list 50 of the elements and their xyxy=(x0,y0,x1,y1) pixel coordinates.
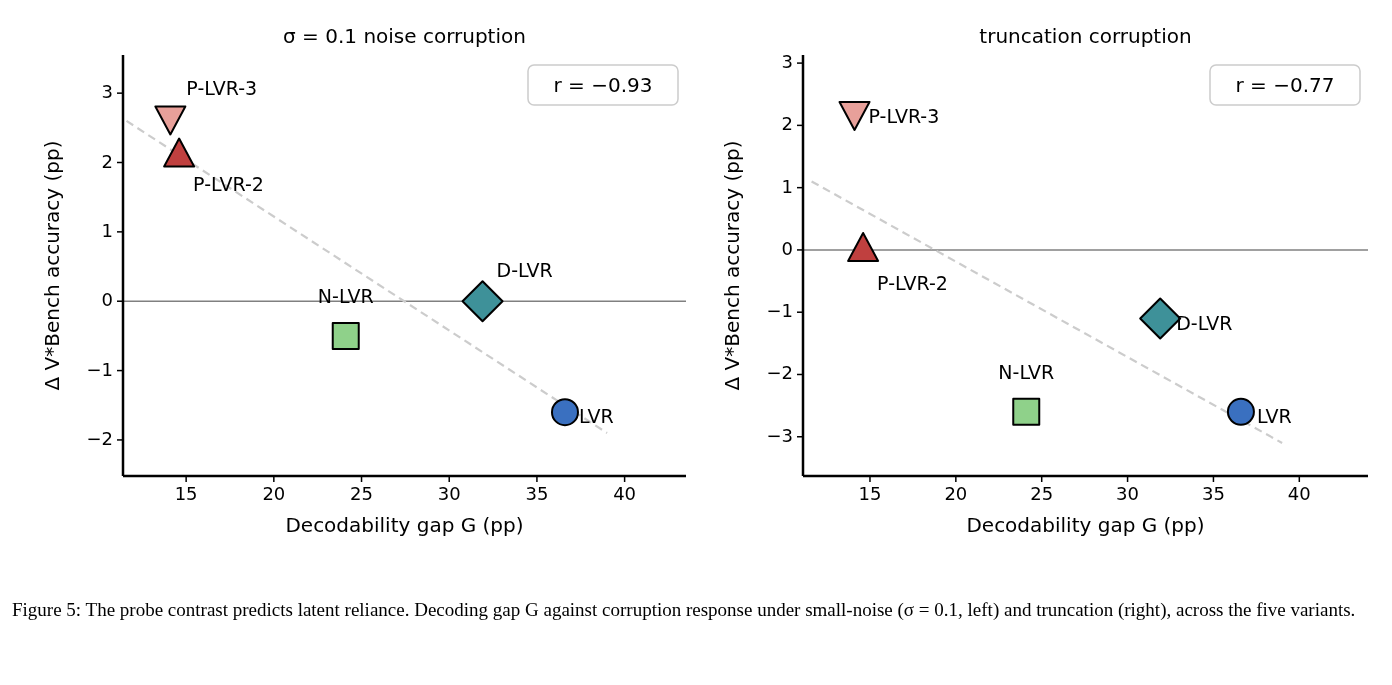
x-tick-label: 30 xyxy=(1116,483,1140,504)
series-label: N-LVR xyxy=(317,285,374,308)
x-tick-label: 35 xyxy=(525,483,549,504)
x-axis-title: Decodability gap G (pp) xyxy=(285,513,524,537)
x-tick-label: 40 xyxy=(613,483,637,504)
annotation: r = −0.93 xyxy=(553,72,653,97)
caption: Figure 5: The probe contrast predicts latent reliance. Decoding gap G against corruption response under small-noise (σ = 0.1, left) and truncation (right), across the five variants. xyxy=(11,598,1357,622)
y-tick-label: 2 xyxy=(101,150,113,172)
y-tick-label: 3 xyxy=(781,51,793,73)
y-tick-label: 2 xyxy=(781,113,793,135)
series-label: P-LVR-3 xyxy=(868,105,940,128)
series-label: P-LVR-2 xyxy=(877,272,948,295)
chart-title: truncation corruption xyxy=(979,24,1192,48)
x-tick-label: 20 xyxy=(262,483,286,504)
x-tick-label: 25 xyxy=(1030,483,1054,504)
y-tick-label: 0 xyxy=(781,237,793,259)
x-tick-label: 40 xyxy=(1287,483,1311,504)
series-label: P-LVR-2 xyxy=(193,173,264,196)
y-tick-label: −2 xyxy=(86,427,113,449)
y-tick-label: −1 xyxy=(766,300,793,322)
y-tick-label: 1 xyxy=(101,219,113,241)
y-tick-label: −1 xyxy=(86,358,113,380)
y-tick-label: 3 xyxy=(101,81,113,103)
series-label: D-LVR xyxy=(1176,311,1233,334)
y-axis-title: Δ V*Bench accuracy (pp) xyxy=(719,140,744,391)
annotation: r = −0.77 xyxy=(1235,72,1335,97)
y-tick-label: 0 xyxy=(101,289,113,311)
series-label: D-LVR xyxy=(496,258,553,281)
point xyxy=(331,321,360,350)
series-label: P-LVR-3 xyxy=(186,76,258,99)
x-tick-label: 15 xyxy=(174,483,198,504)
point xyxy=(550,398,579,427)
y-tick-label: −3 xyxy=(766,424,793,446)
y-axis-title: Δ V*Bench accuracy (pp) xyxy=(39,140,64,391)
point xyxy=(1226,397,1255,426)
x-tick-label: 15 xyxy=(858,483,882,504)
series-label: LVR xyxy=(578,404,614,427)
x-tick-label: 35 xyxy=(1201,483,1225,504)
series-label: N-LVR xyxy=(998,361,1055,384)
y-tick-label: 1 xyxy=(781,175,793,197)
point xyxy=(838,100,871,131)
x-tick-label: 20 xyxy=(944,483,968,504)
x-tick-label: 30 xyxy=(437,483,461,504)
series-label: LVR xyxy=(1256,405,1292,428)
chart-title: σ = 0.1 noise corruption xyxy=(283,24,526,48)
point xyxy=(1012,397,1041,426)
x-axis-title: Decodability gap G (pp) xyxy=(966,513,1205,537)
y-tick-label: −2 xyxy=(766,362,793,384)
point xyxy=(461,280,504,323)
x-tick-label: 25 xyxy=(350,483,373,504)
